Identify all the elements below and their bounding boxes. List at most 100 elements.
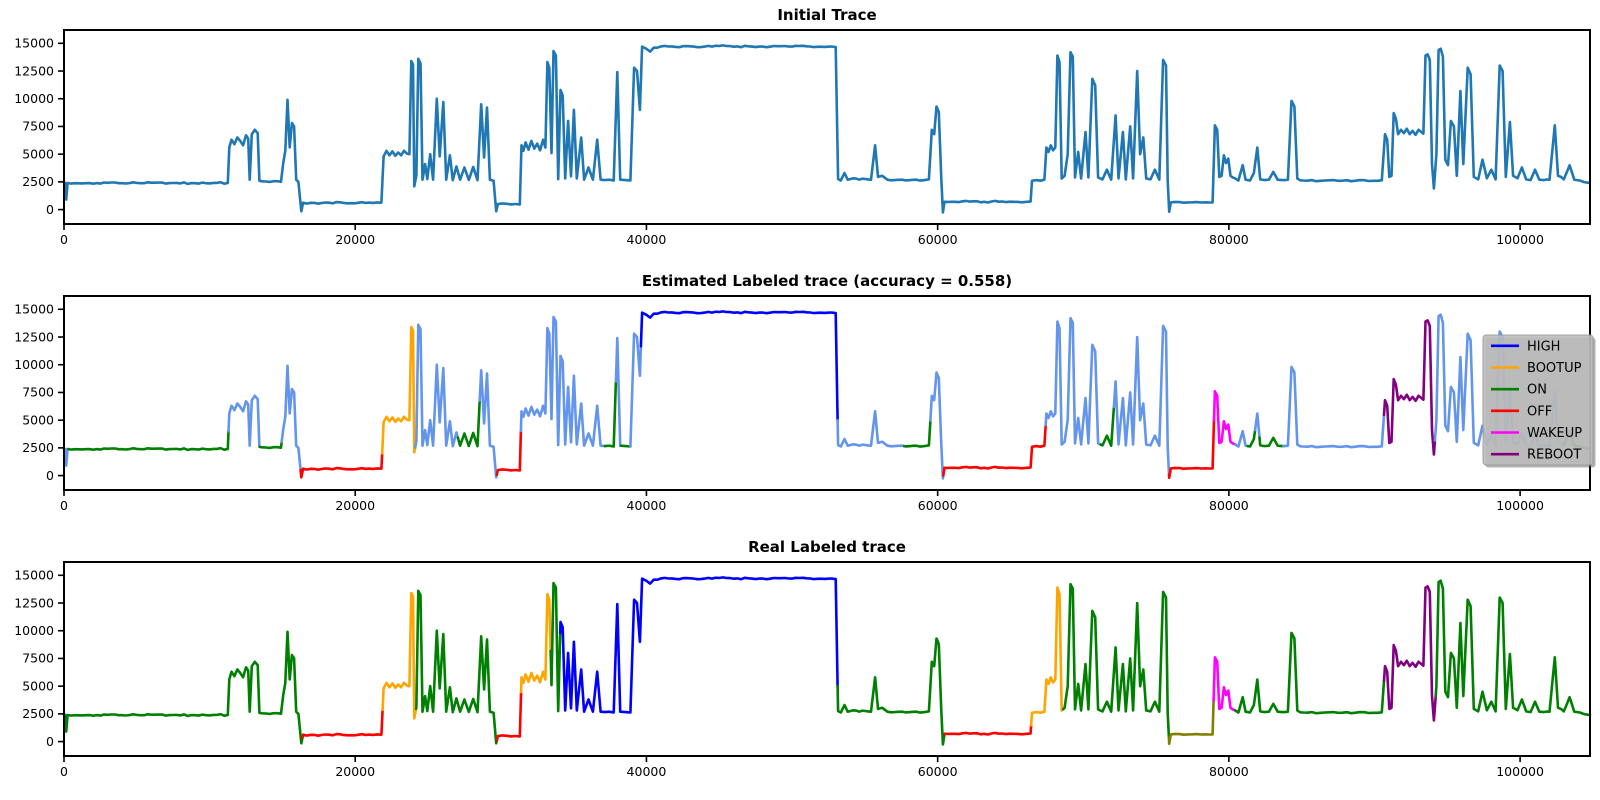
subplot-3-real-labeled-trace: Real Labeled trace 0 2500 5000 7500 10000 1250… xyxy=(14,538,1592,779)
subplot-2-estimated-labeled-trace-accuracy-0-558: Estimated Labeled trace (accuracy = 0.55… xyxy=(14,272,1596,513)
trace-segment-unlabeled xyxy=(227,394,262,449)
trace-segment-unlabeled xyxy=(478,369,499,479)
x-tick-label: 40000 xyxy=(627,498,667,513)
trace-group xyxy=(62,576,1592,746)
x-tick-label: 80000 xyxy=(1209,232,1249,247)
y-tick-label: 12500 xyxy=(14,63,54,78)
y-tick-label: 15000 xyxy=(14,302,54,317)
y-tick-label: 2500 xyxy=(22,174,54,189)
trace-segment-on xyxy=(1434,579,1592,717)
trace-segment-on xyxy=(619,444,632,448)
trace-segment-unlabeled xyxy=(519,315,607,448)
y-tick-label: 15000 xyxy=(14,36,54,51)
y-tick-label: 5000 xyxy=(22,412,54,427)
trace-segment-wakeup xyxy=(1212,390,1237,446)
x-tick-label: 20000 xyxy=(335,498,375,513)
trace-segment-on xyxy=(414,589,499,745)
x-tick-label: 0 xyxy=(60,498,68,513)
x-tick-label: 60000 xyxy=(918,764,958,779)
legend-label-bootup: BOOTUP xyxy=(1527,361,1582,376)
x-tick-label: 80000 xyxy=(1209,498,1249,513)
x-tick-label: 80000 xyxy=(1209,764,1249,779)
trace-segment-off xyxy=(301,708,384,739)
trace-segment-bootup xyxy=(1029,586,1065,727)
trace-segment-bootup xyxy=(380,325,417,455)
y-tick-label: 10000 xyxy=(14,623,54,638)
legend-label-high: HIGH xyxy=(1527,339,1560,354)
legend: HIGH BOOTUP ON OFF WAKEUP REBOOT xyxy=(1482,334,1596,468)
y-tick-label: 5000 xyxy=(22,678,54,693)
trace-segment-on xyxy=(1258,436,1285,448)
trace-segment-on xyxy=(67,429,230,452)
subplot-title: Estimated Labeled trace (accuracy = 0.55… xyxy=(642,272,1012,290)
y-tick-label: 12500 xyxy=(14,329,54,344)
trace-segment-unlabeled xyxy=(1234,429,1250,448)
trace-segment-on xyxy=(1246,428,1257,448)
y-tick-label: 2500 xyxy=(22,440,54,455)
x-tick-label: 40000 xyxy=(627,232,667,247)
trace-segment-unlabeled xyxy=(1044,316,1102,446)
trace-segment-on xyxy=(1099,405,1116,447)
x-tick-label: 40000 xyxy=(627,764,667,779)
trace-group xyxy=(62,310,1592,480)
x-tick-label: 100000 xyxy=(1496,498,1544,513)
trace-segment-on xyxy=(603,380,618,448)
trace-segment-on xyxy=(1061,582,1171,739)
trace-segment-reboot xyxy=(1382,585,1437,722)
trace-segment-olive xyxy=(1167,699,1215,746)
trace-group xyxy=(62,44,1590,214)
legend-label-wakeup: WAKEUP xyxy=(1527,426,1582,441)
trace-segment-high xyxy=(639,310,839,422)
trace-segment-unlabeled xyxy=(1282,365,1386,449)
trace-segment-unlabeled xyxy=(1253,412,1261,439)
trace-segment-off xyxy=(943,724,1033,736)
x-tick-label: 60000 xyxy=(918,498,958,513)
trace-segment-bootup xyxy=(381,591,418,720)
trace-segment-unlabeled xyxy=(1112,324,1171,476)
trace-segment-on xyxy=(902,419,932,448)
y-tick-label: 2500 xyxy=(22,706,54,721)
trace-segment-high xyxy=(558,576,839,714)
trace-segment-bootup xyxy=(519,592,552,694)
y-tick-label: 5000 xyxy=(22,146,54,161)
y-tick-label: 7500 xyxy=(22,385,54,400)
trace-segment-reboot xyxy=(1382,319,1437,456)
y-tick-label: 12500 xyxy=(14,595,54,610)
y-tick-label: 0 xyxy=(46,468,54,483)
trace-line xyxy=(62,44,1590,214)
trace-segment-unlabeled xyxy=(929,371,945,480)
trace-segment-unlabeled xyxy=(836,410,906,448)
x-tick-label: 20000 xyxy=(335,232,375,247)
x-tick-label: 0 xyxy=(60,232,68,247)
y-tick-label: 10000 xyxy=(14,357,54,372)
subplot-1-initial-trace: Initial Trace 0 2500 5000 7500 10000 12500 1500… xyxy=(14,6,1591,247)
legend-label-reboot: REBOOT xyxy=(1527,448,1581,463)
trace-segment-off xyxy=(495,690,523,742)
trace-segment-unlabeled xyxy=(280,364,302,472)
trace-segment-on xyxy=(258,440,284,450)
trace-segment-on xyxy=(1234,631,1386,715)
y-tick-label: 0 xyxy=(46,734,54,749)
legend-label-off: OFF xyxy=(1527,404,1552,419)
x-tick-label: 0 xyxy=(60,764,68,779)
x-tick-label: 60000 xyxy=(918,232,958,247)
trace-segment-off xyxy=(941,423,1047,477)
trace-segment-off xyxy=(1167,418,1216,480)
x-tick-label: 100000 xyxy=(1496,764,1544,779)
trace-segment-off xyxy=(495,429,523,477)
legend-label-on: ON xyxy=(1527,383,1547,398)
trace-segment-on xyxy=(456,399,482,448)
legend-box xyxy=(1482,334,1594,466)
trace-segment-on xyxy=(62,630,304,745)
y-tick-label: 10000 xyxy=(14,91,54,106)
trace-segment-unlabeled xyxy=(629,332,643,448)
x-tick-label: 100000 xyxy=(1496,232,1544,247)
subplot-title: Real Labeled trace xyxy=(748,538,906,556)
y-tick-label: 0 xyxy=(46,202,54,217)
trace-segment-on xyxy=(836,637,947,746)
y-tick-label: 15000 xyxy=(14,568,54,583)
y-tick-label: 7500 xyxy=(22,119,54,134)
trace-segment-off xyxy=(299,452,384,479)
subplot-title: Initial Trace xyxy=(777,6,876,24)
